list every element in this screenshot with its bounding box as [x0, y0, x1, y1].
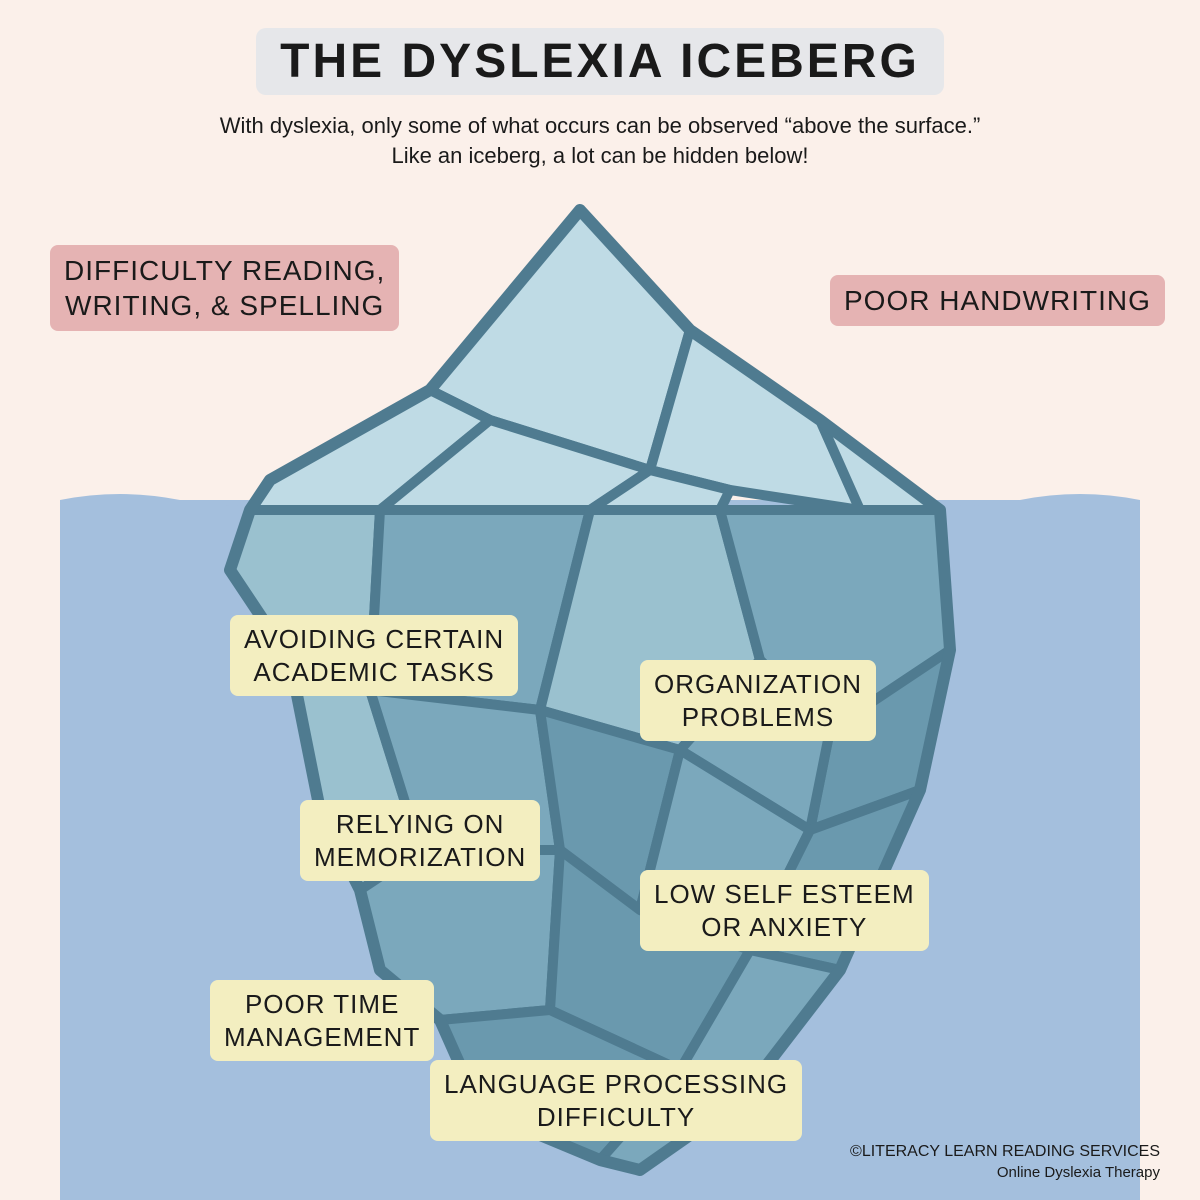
subtitle-line2: Like an iceberg, a lot can be hidden bel… [391, 143, 808, 168]
credit: ©LITERACY LEARN READING SERVICES Online … [850, 1142, 1160, 1182]
iceberg-stage [0, 200, 1200, 1200]
credit-line2: Online Dyslexia Therapy [850, 1163, 1160, 1183]
subtitle-line1: With dyslexia, only some of what occurs … [220, 113, 981, 138]
label-low-self-esteem: LOW SELF ESTEEM OR ANXIETY [640, 870, 929, 951]
label-reading-writing-spelling: DIFFICULTY READING, WRITING, & SPELLING [50, 245, 399, 331]
label-poor-handwriting: POOR HANDWRITING [830, 275, 1165, 326]
label-language-processing: LANGUAGE PROCESSING DIFFICULTY [430, 1060, 802, 1141]
credit-line1: ©LITERACY LEARN READING SERVICES [850, 1142, 1160, 1163]
label-organization-problems: ORGANIZATION PROBLEMS [640, 660, 876, 741]
page-title: THE DYSLEXIA ICEBERG [256, 28, 944, 95]
label-avoiding-tasks: AVOIDING CERTAIN ACADEMIC TASKS [230, 615, 518, 696]
label-poor-time-management: POOR TIME MANAGEMENT [210, 980, 434, 1061]
label-relying-memorization: RELYING ON MEMORIZATION [300, 800, 540, 881]
subtitle: With dyslexia, only some of what occurs … [0, 111, 1200, 170]
